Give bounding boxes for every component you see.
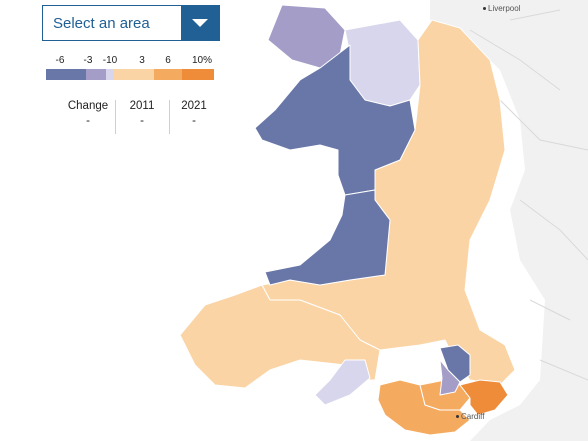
england-land <box>430 0 588 441</box>
stat-2021: 2021 - <box>168 100 220 127</box>
color-legend: -6 -3 -10 3 6 10% <box>46 55 214 80</box>
city-dot-icon <box>483 7 486 11</box>
area-south-west-wales[interactable] <box>179 284 381 389</box>
stat-2011-label: 2011 <box>129 100 155 112</box>
area-swansea-gower[interactable] <box>314 359 371 406</box>
stat-change-value: - <box>86 115 90 127</box>
city-liverpool-label: Liverpool <box>488 4 521 13</box>
stat-change: Change - <box>62 100 114 127</box>
area-carmarthenshire[interactable] <box>264 189 391 286</box>
legend-swatch <box>114 69 154 80</box>
area-select-dropdown[interactable]: Select an area <box>42 5 220 41</box>
city-cardiff: Cardiff <box>456 412 484 421</box>
road-lines <box>469 9 588 381</box>
legend-ticks: -6 -3 -10 3 6 10% <box>46 55 214 67</box>
legend-tick: 6 <box>165 55 171 66</box>
stats-panel: Change - 2011 - 2021 - <box>58 100 218 134</box>
legend-swatch <box>154 69 182 80</box>
area-select-label: Select an area <box>53 14 150 32</box>
stat-2011-value: - <box>140 115 144 127</box>
legend-tick: -6 <box>55 55 65 66</box>
stat-2021-value: - <box>192 115 196 127</box>
legend-swatch <box>46 69 86 80</box>
stat-2021-label: 2021 <box>181 100 207 112</box>
legend-swatch <box>86 69 106 80</box>
divider <box>115 100 116 134</box>
legend-swatch <box>182 69 214 80</box>
legend-color-bar <box>46 69 214 80</box>
divider <box>169 100 170 134</box>
legend-tick: -10 <box>102 55 118 66</box>
area-gwynedd-ceredigion[interactable] <box>254 44 416 196</box>
legend-tick: -3 <box>83 55 93 66</box>
dropdown-arrow-button[interactable] <box>181 6 219 40</box>
city-cardiff-label: Cardiff <box>461 412 485 421</box>
chevron-down-icon <box>192 19 208 27</box>
stat-2011: 2011 - <box>116 100 168 127</box>
city-liverpool: Liverpool <box>483 4 520 13</box>
area-newport[interactable] <box>459 379 509 416</box>
stat-change-label: Change <box>67 100 109 112</box>
legend-tick: 10% <box>191 55 213 66</box>
legend-tick: 3 <box>139 55 145 66</box>
city-dot-icon <box>456 415 459 419</box>
legend-swatch <box>106 69 114 80</box>
area-valley-south[interactable] <box>439 359 461 396</box>
